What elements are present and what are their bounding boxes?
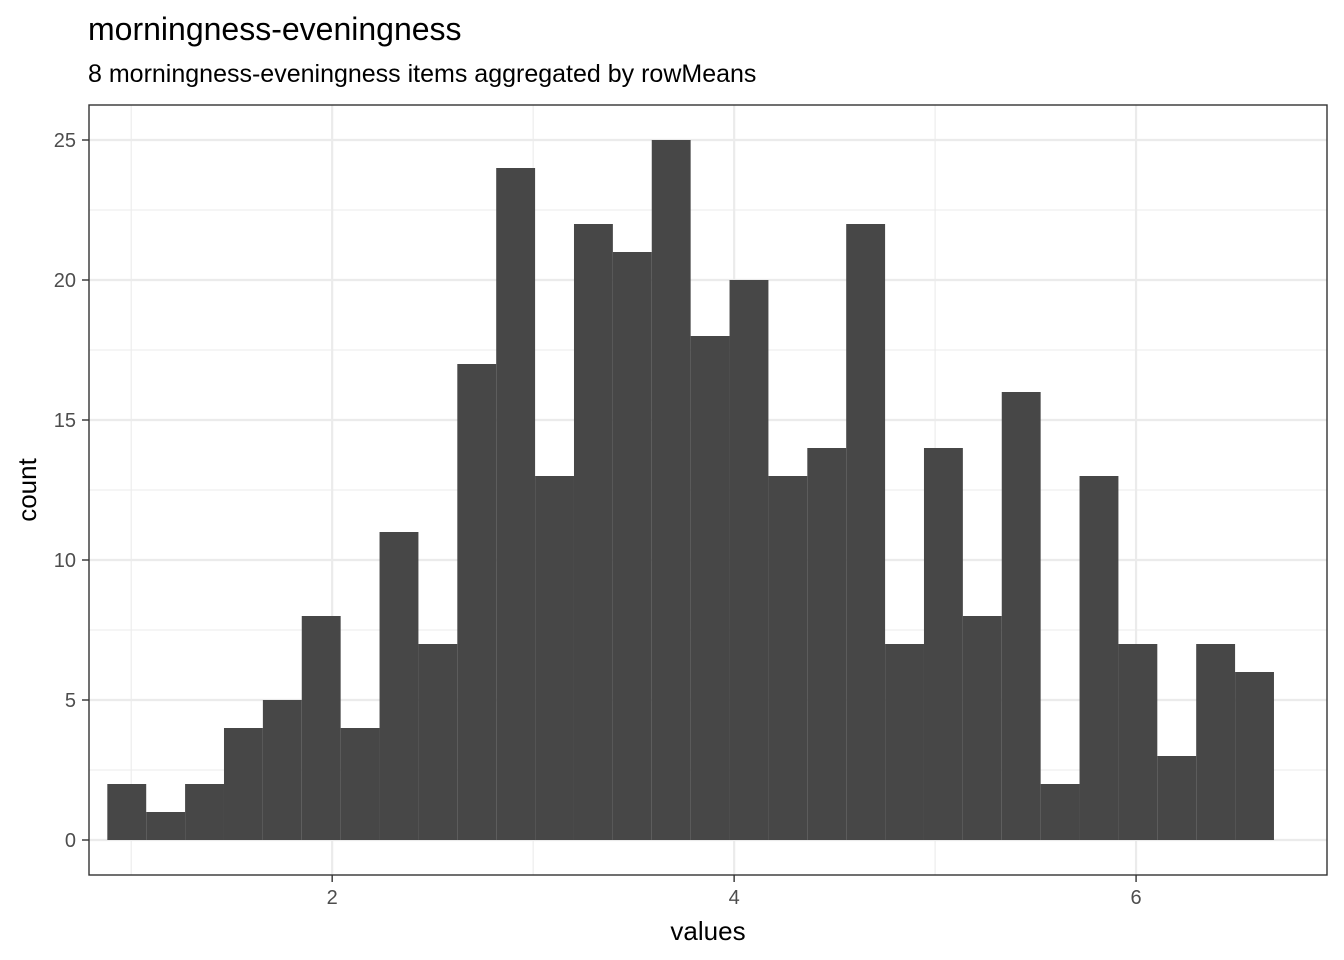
histogram-bar [1196, 644, 1236, 840]
histogram-bar [107, 784, 147, 840]
y-tick-label: 10 [54, 550, 76, 572]
histogram-bar [1079, 476, 1119, 840]
x-tick-label: 2 [327, 887, 338, 909]
chart-subtitle: 8 morningness-eveningness items aggregat… [88, 60, 756, 88]
histogram-bar [146, 812, 186, 840]
histogram-bar [340, 728, 380, 840]
histogram-bar [690, 336, 730, 840]
histogram-bar [379, 532, 419, 840]
histogram-bar [418, 644, 458, 840]
histogram-bar [535, 476, 574, 840]
histogram-bar [573, 224, 613, 840]
histogram-bar [885, 644, 924, 840]
y-tick-label: 25 [54, 130, 76, 152]
histogram-bar [846, 224, 886, 840]
histogram-bar [1001, 392, 1041, 840]
histogram-bar [1040, 784, 1080, 840]
x-tick-label: 4 [729, 887, 740, 909]
y-tick-label: 15 [54, 410, 76, 432]
histogram-bar [729, 280, 769, 840]
histogram-bar [1118, 644, 1158, 840]
y-tick-label: 0 [65, 830, 76, 852]
histogram-bars [107, 140, 1274, 840]
x-axis: 2 4 6 [327, 875, 1142, 909]
y-tick-label: 20 [54, 270, 76, 292]
histogram-bar [223, 728, 263, 840]
x-axis-title: values [670, 916, 745, 946]
panel-border [88, 104, 1328, 876]
histogram-bar [651, 140, 691, 840]
histogram-bar [807, 448, 847, 840]
histogram-bar [923, 448, 963, 840]
chart-title: morningness-eveningness [88, 11, 462, 47]
y-axis-title: count [12, 457, 42, 521]
y-tick-label: 5 [65, 690, 76, 712]
histogram-bar [612, 252, 652, 840]
x-tick-label: 6 [1131, 887, 1142, 909]
y-axis: 0 5 10 15 20 25 [54, 130, 89, 852]
plot-panel [88, 104, 1328, 876]
histogram-bar [1157, 756, 1197, 840]
histogram-bar [262, 700, 302, 840]
histogram-bar [457, 364, 497, 840]
histogram-bar [496, 168, 536, 840]
histogram-bar [962, 616, 1002, 840]
histogram-bar [1235, 672, 1274, 840]
histogram-bar [768, 476, 808, 840]
histogram-bar [301, 616, 341, 840]
histogram-bar [185, 784, 224, 840]
